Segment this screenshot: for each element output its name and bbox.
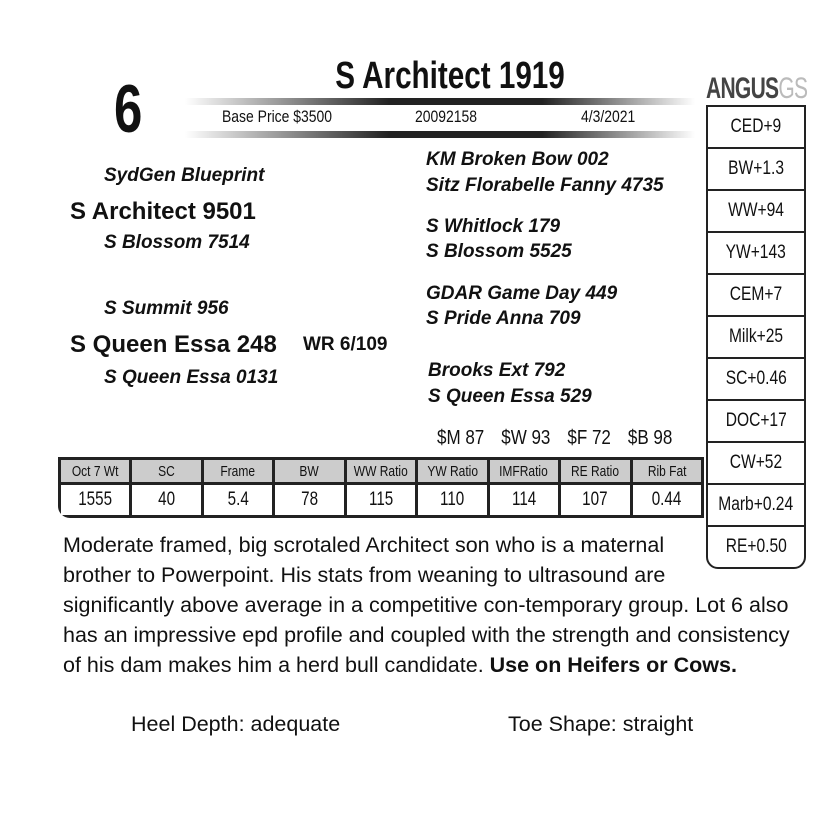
epd-cw: CW+52 <box>708 443 804 485</box>
table-header: RE Ratio <box>561 460 630 482</box>
epd-ced: CED+9 <box>708 107 804 149</box>
heel-depth: Heel Depth: adequate <box>131 712 341 736</box>
table-header: BW <box>275 460 344 482</box>
great-grandparent: Brooks Ext 792 <box>428 360 566 381</box>
registration-number: 20092158 <box>415 107 478 126</box>
sire-dam: S Blossom 7514 <box>104 232 250 253</box>
dam-ratio: WR 6/109 <box>303 334 388 355</box>
great-grandparent: S Pride Anna 709 <box>426 308 581 329</box>
epd-ww: WW+94 <box>708 191 804 233</box>
table-header: IMFRatio <box>489 460 559 482</box>
birth-date: 4/3/2021 <box>581 107 636 126</box>
great-grandparent: GDAR Game Day 449 <box>426 283 618 304</box>
dam-sire: S Summit 956 <box>104 298 229 319</box>
table-cell: 110 <box>418 485 487 515</box>
description: Moderate framed, big scrotaled Architect… <box>63 530 798 680</box>
index-m: $M 87 <box>437 427 485 449</box>
table-cell: 78 <box>275 485 344 515</box>
epd-marb: Marb+0.24 <box>708 485 804 527</box>
table-header: Frame <box>203 460 273 482</box>
epd-doc: DOC+17 <box>708 401 804 443</box>
sire: S Architect 9501 <box>70 198 256 225</box>
divider <box>185 98 695 105</box>
table-cell: 1555 <box>61 485 130 515</box>
table-header: SC <box>132 460 201 482</box>
table-header: WW Ratio <box>346 460 416 482</box>
epd-milk: Milk+25 <box>708 317 804 359</box>
lot-number: 6 <box>114 71 143 147</box>
great-grandparent: KM Broken Bow 002 <box>426 149 609 170</box>
table-cell: 115 <box>346 485 416 515</box>
divider <box>185 131 695 138</box>
animal-name: S Architect 1919 <box>335 55 565 97</box>
epd-column-clearance <box>686 530 798 580</box>
index-w: $W 93 <box>501 427 551 449</box>
table-cell: 0.44 <box>632 485 701 515</box>
table-cell: 5.4 <box>203 485 273 515</box>
epd-cem: CEM+7 <box>708 275 804 317</box>
sire-sire: SydGen Blueprint <box>104 165 265 186</box>
base-price: Base Price $3500 <box>222 107 333 126</box>
great-grandparent: Sitz Florabelle Fanny 4735 <box>426 175 664 196</box>
usage-note: Use on Heifers or Cows. <box>489 653 737 677</box>
table-header: Oct 7 Wt <box>61 460 130 482</box>
index-f: $F 72 <box>567 427 611 449</box>
epd-bw: BW+1.3 <box>708 149 804 191</box>
table-header: Rib Fat <box>632 460 701 482</box>
great-grandparent: S Blossom 5525 <box>426 241 572 262</box>
table-cell: 114 <box>489 485 559 515</box>
great-grandparent: S Queen Essa 529 <box>428 386 592 407</box>
toe-shape: Toe Shape: straight <box>508 712 694 736</box>
table-cell: 107 <box>561 485 630 515</box>
epd-re: RE+0.50 <box>725 536 787 557</box>
dollar-indexes: $M 87 $W 93 $F 72 $B 98 <box>437 427 672 450</box>
great-grandparent: S Whitlock 179 <box>426 216 561 237</box>
epd-yw: YW+143 <box>708 233 804 275</box>
table-header: YW Ratio <box>418 460 487 482</box>
epd-sc: SC+0.46 <box>708 359 804 401</box>
index-b: $B 98 <box>627 427 673 449</box>
dam: S Queen Essa 248 <box>70 331 277 358</box>
angus-gs-logo: ANGUSGS <box>706 72 808 105</box>
epd-column: CED+9 BW+1.3 WW+94 YW+143 CEM+7 Milk+25 … <box>706 105 806 569</box>
dam-dam: S Queen Essa 0131 <box>104 367 279 388</box>
table-cell: 40 <box>132 485 201 515</box>
performance-table: Oct 7 Wt SC Frame BW WW Ratio YW Ratio IMFRati… <box>58 457 704 518</box>
